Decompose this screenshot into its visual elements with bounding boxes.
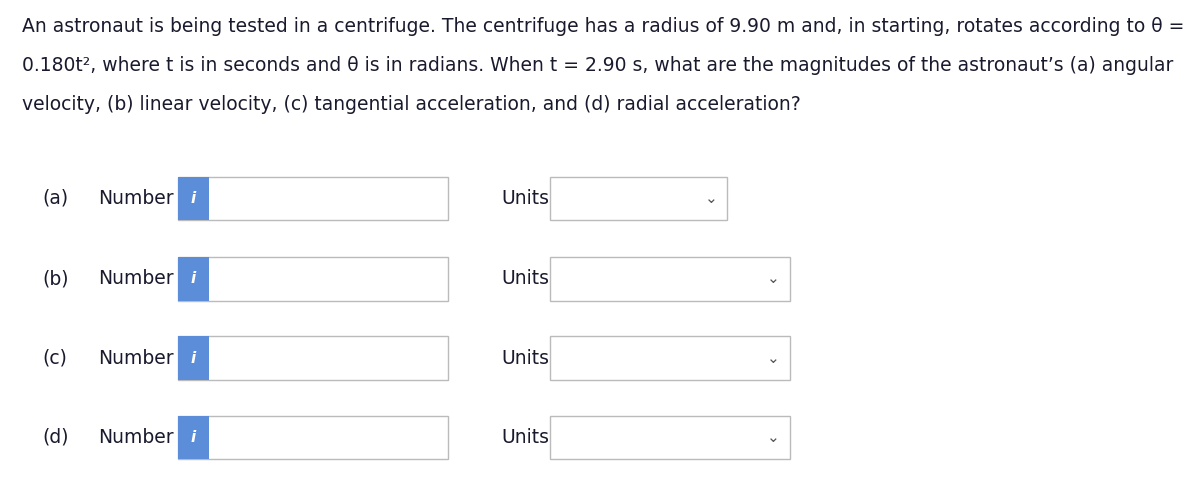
FancyBboxPatch shape — [178, 257, 448, 301]
Text: Units: Units — [502, 428, 550, 447]
Text: Number: Number — [98, 189, 174, 208]
Text: i: i — [191, 430, 196, 445]
FancyBboxPatch shape — [178, 257, 209, 301]
Text: Number: Number — [98, 349, 174, 368]
FancyBboxPatch shape — [178, 336, 448, 380]
FancyBboxPatch shape — [178, 416, 448, 459]
Text: ⌄: ⌄ — [767, 430, 780, 445]
Text: Units: Units — [502, 189, 550, 208]
FancyBboxPatch shape — [178, 416, 209, 459]
FancyBboxPatch shape — [178, 336, 209, 380]
FancyBboxPatch shape — [178, 177, 209, 220]
FancyBboxPatch shape — [550, 257, 790, 301]
Text: Units: Units — [502, 269, 550, 288]
Text: (a): (a) — [42, 189, 68, 208]
Text: ⌄: ⌄ — [767, 271, 780, 286]
Text: i: i — [191, 191, 196, 206]
Text: Number: Number — [98, 269, 174, 288]
FancyBboxPatch shape — [178, 177, 448, 220]
Text: ⌄: ⌄ — [704, 191, 718, 206]
Text: (b): (b) — [42, 269, 68, 288]
FancyBboxPatch shape — [550, 177, 727, 220]
Text: ⌄: ⌄ — [767, 351, 780, 366]
Text: (c): (c) — [42, 349, 67, 368]
Text: Units: Units — [502, 349, 550, 368]
Text: i: i — [191, 271, 196, 286]
Text: velocity, (b) linear velocity, (c) tangential acceleration, and (d) radial accel: velocity, (b) linear velocity, (c) tange… — [22, 95, 800, 114]
FancyBboxPatch shape — [550, 416, 790, 459]
Text: Number: Number — [98, 428, 174, 447]
FancyBboxPatch shape — [550, 336, 790, 380]
Text: (d): (d) — [42, 428, 68, 447]
Text: 0.180t², where t is in seconds and θ is in radians. When t = 2.90 s, what are th: 0.180t², where t is in seconds and θ is … — [22, 56, 1172, 75]
Text: i: i — [191, 351, 196, 366]
Text: An astronaut is being tested in a centrifuge. The centrifuge has a radius of 9.9: An astronaut is being tested in a centri… — [22, 17, 1184, 36]
